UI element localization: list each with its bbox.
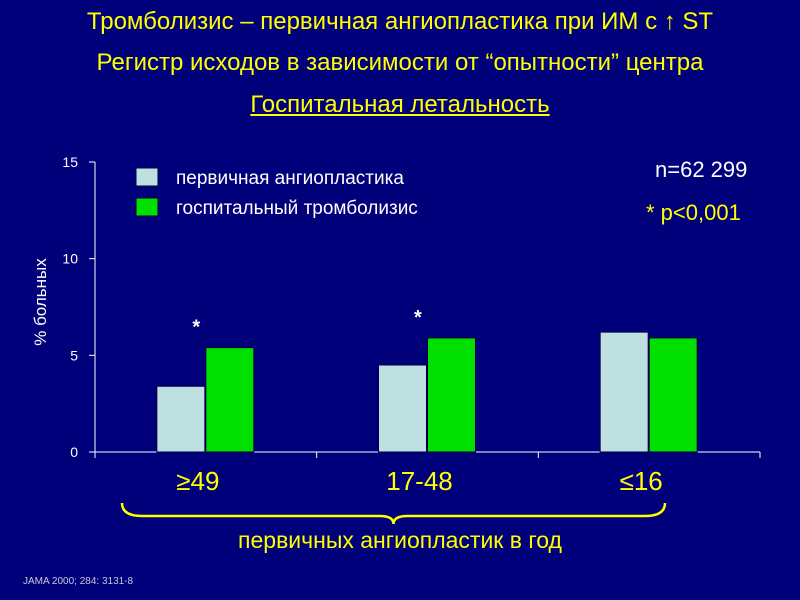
significance-note: * p<0,001 (646, 200, 741, 225)
y-tick-label: 15 (62, 154, 78, 170)
chart-title: Госпитальная летальность (250, 91, 550, 118)
legend-label: первичная ангиопластика (176, 168, 404, 189)
brace-label: первичных ангиопластик в год (238, 527, 562, 553)
slide-title-line1: Тромболизис – первичная ангиопластика пр… (86, 8, 714, 35)
sample-size-label: n=62 299 (655, 157, 748, 182)
y-tick-label: 10 (62, 251, 78, 267)
category-brace (120, 502, 667, 525)
source-citation: JAMA 2000; 284: 3131-8 (23, 576, 134, 587)
bar-primary-pci (156, 385, 206, 453)
legend-swatch (135, 197, 159, 217)
slide-title-line2: Регистр исходов в зависимости от “опытно… (96, 49, 704, 76)
significance-marker: * (414, 307, 422, 329)
x-tick-label: ≤16 (620, 466, 663, 496)
bar-primary-pci (599, 331, 649, 453)
y-tick-label: 5 (70, 347, 78, 363)
bar-thrombolysis (648, 337, 698, 453)
y-axis-label: % больных (31, 258, 50, 346)
x-tick-label: 17-48 (386, 466, 453, 496)
legend-label: госпитальный тромболизис (176, 198, 418, 219)
bar-thrombolysis (205, 347, 255, 453)
legend-swatch (135, 167, 159, 187)
y-tick-label: 0 (70, 444, 78, 460)
significance-marker: * (192, 317, 200, 339)
x-tick-label: ≥49 (176, 466, 219, 496)
bar-thrombolysis (427, 337, 476, 453)
bar-primary-pci (378, 364, 427, 453)
